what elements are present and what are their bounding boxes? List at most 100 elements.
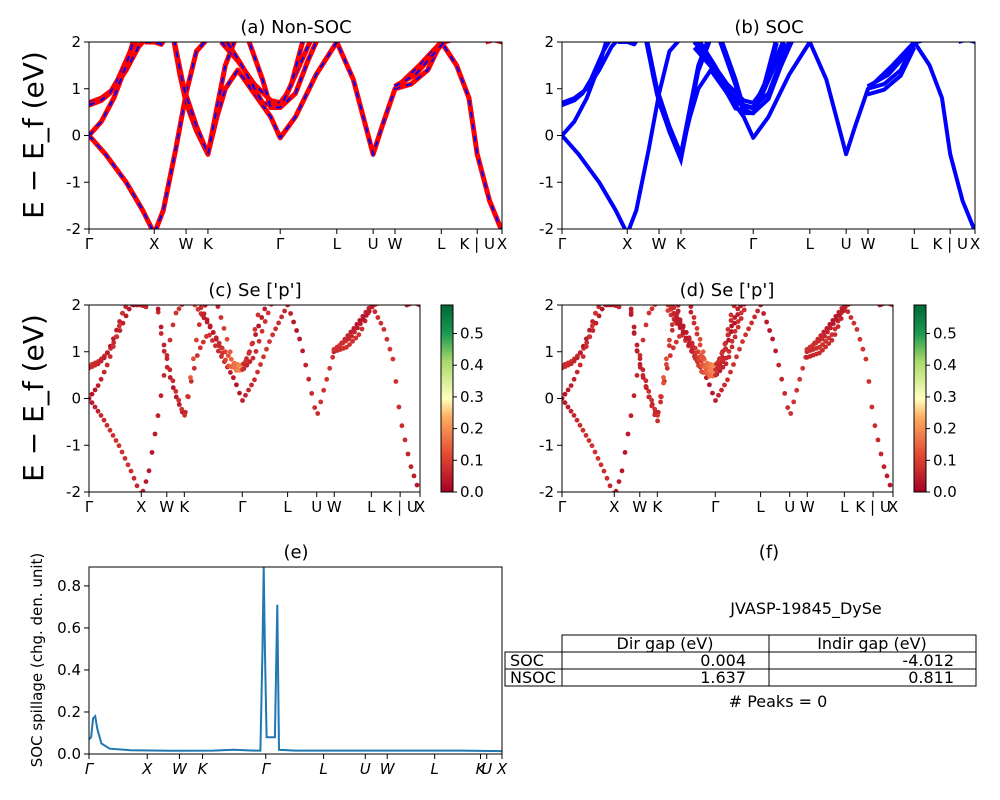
projection-point	[848, 315, 854, 320]
band-blue-dash-9	[248, 42, 304, 109]
projection-point-split	[823, 344, 828, 350]
row-soc-indir: -4.012	[902, 651, 954, 670]
projection-point	[255, 369, 260, 375]
projection-point	[291, 319, 296, 325]
band-soc-split-10	[867, 46, 917, 97]
projection-point	[749, 320, 754, 326]
projection-point	[164, 356, 170, 362]
projection-point	[123, 305, 129, 310]
xtick-label-e: K	[198, 760, 209, 778]
projection-point-split	[691, 320, 697, 326]
projection-point	[279, 314, 284, 320]
projection-point-split	[735, 324, 741, 330]
projection-point	[719, 351, 725, 356]
projection-point	[183, 298, 188, 303]
projection-point	[691, 315, 697, 320]
xtick-label-b: L	[910, 235, 919, 253]
xtick-label-a: K	[203, 235, 214, 253]
xtick-label-b: L	[806, 235, 815, 253]
projection-point	[285, 305, 290, 308]
projection-point	[123, 313, 129, 319]
projection-point	[143, 479, 149, 484]
projection-point	[372, 309, 378, 315]
ytick-label-d: -2	[539, 483, 554, 501]
projection-point	[713, 398, 718, 403]
projection-point	[562, 400, 568, 406]
xtick-label-c: K	[179, 498, 190, 516]
projection-point	[170, 378, 176, 384]
projection-point	[646, 310, 652, 316]
projection-point	[742, 305, 747, 307]
projection-point	[196, 299, 201, 304]
projection-point	[253, 332, 258, 337]
projection-point	[637, 356, 643, 362]
xtick-label-b: W	[861, 235, 876, 253]
projection-point	[565, 404, 571, 410]
projection-point	[658, 394, 663, 399]
projection-point	[732, 315, 738, 320]
projection-point	[192, 305, 198, 308]
projection-point	[700, 349, 706, 355]
projection-point	[646, 389, 652, 394]
projection-point-split	[643, 384, 649, 389]
xtick-label-c: W	[327, 498, 342, 516]
panel-c-title: (c) Se ['p']	[208, 280, 301, 301]
projection-point	[104, 362, 110, 368]
projection-point	[593, 310, 598, 316]
projection-point	[216, 348, 221, 354]
colorbar-label-d: 0.1	[933, 451, 957, 469]
projection-point	[193, 293, 198, 298]
panel-e-axes	[88, 566, 503, 755]
band-soc-10	[867, 42, 917, 91]
projection-point	[583, 344, 589, 349]
projection-point	[247, 359, 253, 365]
projection-point	[875, 437, 881, 443]
ytick-label-b: 2	[544, 33, 554, 51]
xtick-label-b: X	[970, 235, 980, 253]
xtick-label-c: X	[136, 498, 146, 516]
projection-point	[243, 392, 248, 398]
projection-point	[879, 305, 885, 307]
projection-point	[619, 468, 625, 474]
projection-point	[858, 298, 863, 303]
projection-point	[408, 464, 414, 470]
projection-point	[616, 305, 622, 310]
projection-point	[294, 328, 299, 333]
projection-point	[580, 427, 586, 433]
projection-point	[237, 390, 242, 396]
projection-point	[228, 370, 233, 375]
projection-point	[234, 382, 239, 388]
xtick-label-e: Γ	[85, 760, 95, 778]
projection-point	[598, 462, 604, 468]
projection-point	[831, 321, 836, 327]
projection-point	[173, 310, 179, 316]
projection-point	[220, 350, 225, 356]
projection-point	[381, 327, 387, 332]
projection-point	[356, 332, 362, 338]
projection-point	[402, 437, 408, 443]
band-soc-1	[562, 42, 619, 105]
ytick-label-d: -1	[539, 436, 554, 454]
xtick-label-e: Γ	[262, 760, 272, 778]
projection-point	[616, 479, 622, 484]
projection-point	[836, 313, 842, 318]
projection-point	[140, 488, 146, 492]
projection-point	[255, 312, 261, 318]
projection-point	[673, 339, 679, 345]
projection-point	[204, 317, 210, 323]
projection-point	[587, 327, 592, 333]
projection-point	[694, 326, 700, 331]
projection-point	[358, 321, 363, 327]
projection-point	[104, 422, 110, 428]
spillage-line	[89, 567, 502, 753]
projection-point	[599, 306, 605, 312]
projection-point	[571, 413, 577, 418]
projection-point-split	[688, 309, 694, 315]
projection-point	[649, 306, 655, 312]
band-soc-0	[562, 42, 681, 229]
projection-point	[716, 392, 721, 398]
projection-point-split	[640, 373, 646, 378]
projection-point	[223, 357, 228, 363]
projection-point-split	[655, 418, 660, 424]
projection-point	[89, 391, 95, 397]
